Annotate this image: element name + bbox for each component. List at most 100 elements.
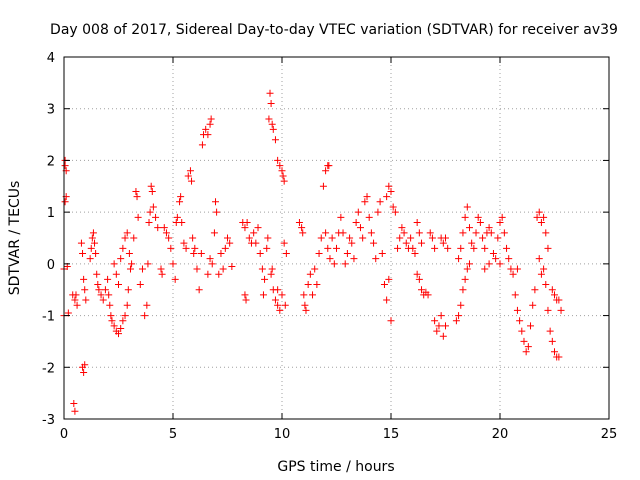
data-point (207, 115, 215, 123)
x-tick-label: 5 (169, 427, 177, 442)
data-point (77, 239, 85, 247)
data-point (178, 218, 186, 226)
x-tick-label: 0 (60, 427, 68, 442)
y-tick-label: -3 (42, 413, 55, 428)
data-point (184, 172, 192, 180)
data-point (271, 136, 279, 144)
data-point (271, 296, 279, 304)
data-point (95, 286, 103, 294)
data-point (301, 301, 309, 309)
data-point (88, 234, 96, 242)
data-point (370, 239, 378, 247)
data-point (459, 229, 467, 237)
data-point (148, 187, 156, 195)
data-point (206, 255, 214, 263)
data-point (300, 291, 308, 299)
data-point (79, 250, 87, 258)
data-point (121, 312, 129, 320)
data-point (380, 281, 388, 289)
data-point (426, 229, 434, 237)
y-tick-label: 0 (47, 258, 55, 273)
data-point (387, 187, 395, 195)
y-axis-label: SDTVAR / TECUs (7, 181, 23, 296)
data-point (343, 250, 351, 258)
data-point (278, 291, 286, 299)
data-point (282, 250, 290, 258)
data-point (437, 312, 445, 320)
data-point (195, 286, 203, 294)
data-point (319, 182, 327, 190)
data-point (325, 162, 333, 170)
data-point (274, 301, 282, 309)
data-point (144, 260, 152, 268)
data-point (256, 250, 264, 258)
data-point (439, 332, 447, 340)
data-point (513, 306, 521, 314)
data-point (311, 265, 319, 273)
data-point (219, 265, 227, 273)
data-point (121, 234, 129, 242)
data-point (409, 244, 417, 252)
data-point (259, 291, 267, 299)
data-point (402, 239, 410, 247)
data-point (106, 301, 114, 309)
data-point (520, 337, 528, 345)
data-point (217, 250, 225, 258)
data-point (266, 89, 274, 97)
data-point (531, 286, 539, 294)
data-point (210, 229, 218, 237)
data-point (241, 224, 249, 232)
data-point (126, 265, 134, 273)
y-tick-label: 2 (47, 154, 55, 169)
data-point (535, 208, 543, 216)
chart-title: Day 008 of 2017, Sidereal Day-to-day VTE… (50, 22, 618, 38)
data-point (328, 234, 336, 242)
data-point (481, 265, 489, 273)
data-point (468, 239, 476, 247)
data-point (149, 203, 157, 211)
x-tick-label: 25 (601, 427, 618, 442)
data-point (548, 337, 556, 345)
data-point (326, 255, 334, 263)
data-point (112, 270, 120, 278)
data-point (123, 301, 131, 309)
data-point (470, 244, 478, 252)
data-point (385, 275, 393, 283)
data-point (105, 291, 113, 299)
data-point (431, 244, 439, 252)
data-point (152, 213, 160, 221)
data-point (529, 301, 537, 309)
data-point (115, 281, 122, 289)
data-point (167, 244, 175, 252)
data-point (145, 218, 153, 226)
data-point (317, 234, 325, 242)
data-point (81, 286, 89, 294)
data-point (261, 275, 269, 283)
data-point (117, 325, 125, 332)
data-point (224, 234, 231, 242)
data-point (250, 229, 258, 237)
data-point (391, 208, 399, 216)
data-point (511, 291, 519, 299)
data-point (242, 296, 250, 304)
data-point (535, 255, 543, 263)
data-point (193, 265, 201, 273)
data-point (496, 218, 504, 226)
data-point (81, 361, 89, 369)
data-point (104, 275, 112, 283)
data-point (424, 291, 432, 299)
data-point (374, 208, 382, 216)
data-point (124, 286, 132, 294)
data-point (400, 229, 408, 237)
data-point (322, 229, 330, 237)
data-point (274, 286, 282, 294)
data-point (418, 286, 426, 294)
data-point (110, 260, 118, 268)
data-point (333, 244, 340, 252)
data-point (302, 306, 310, 314)
data-point (71, 407, 79, 415)
data-point (264, 234, 272, 242)
data-point (281, 301, 289, 309)
data-point (435, 322, 443, 330)
data-point (279, 172, 287, 180)
